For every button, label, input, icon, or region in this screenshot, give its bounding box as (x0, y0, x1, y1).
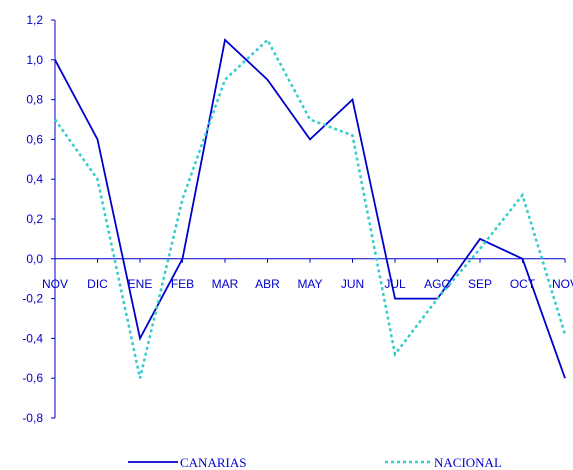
y-tick-label: -0,8 (22, 411, 43, 425)
y-tick-label: 0,0 (26, 252, 43, 266)
y-tick-label: 0,8 (26, 93, 43, 107)
x-tick-label: NOV (552, 277, 573, 291)
series-line-nacional (53, 37, 567, 379)
y-tick-label: -0,2 (22, 292, 43, 306)
y-tick-label: -0,6 (22, 371, 43, 385)
x-tick-label: MAR (212, 277, 239, 291)
y-tick-label: 1,0 (26, 53, 43, 67)
x-tick-label: FEB (171, 277, 194, 291)
legend-label-nacional: NACIONAL (434, 455, 502, 470)
x-tick-label: AGO (424, 277, 451, 291)
x-tick-label: ENE (128, 277, 153, 291)
x-tick-label: MAY (297, 277, 322, 291)
legend: CANARIAS NACIONAL (128, 455, 502, 470)
x-axis-ticks: NOVDICENEFEBMARABRMAYJUNJULAGOSEPOCTNOV (42, 258, 573, 291)
y-axis-ticks: 1,2 1,0 0,8 0,6 0,4 0,2 0,0 -0,2 -0,4 -0,6 -0,8 (22, 13, 55, 425)
y-tick-label: -0,4 (22, 331, 43, 345)
x-tick-label: JUL (384, 277, 406, 291)
y-tick-label: 0,4 (26, 172, 43, 186)
x-tick-label: DIC (87, 277, 108, 291)
x-tick-label: NOV (42, 277, 68, 291)
series-lines (53, 37, 567, 379)
legend-label-canarias: CANARIAS (180, 455, 246, 470)
x-tick-label: JUN (341, 277, 364, 291)
y-tick-label: 0,6 (26, 132, 43, 146)
x-tick-label: ABR (255, 277, 280, 291)
y-tick-label: 0,2 (26, 212, 43, 226)
axes (54, 20, 565, 418)
y-tick-label: 1,2 (26, 13, 43, 27)
x-tick-label: SEP (468, 277, 492, 291)
series-line-canarias (54, 38, 566, 379)
